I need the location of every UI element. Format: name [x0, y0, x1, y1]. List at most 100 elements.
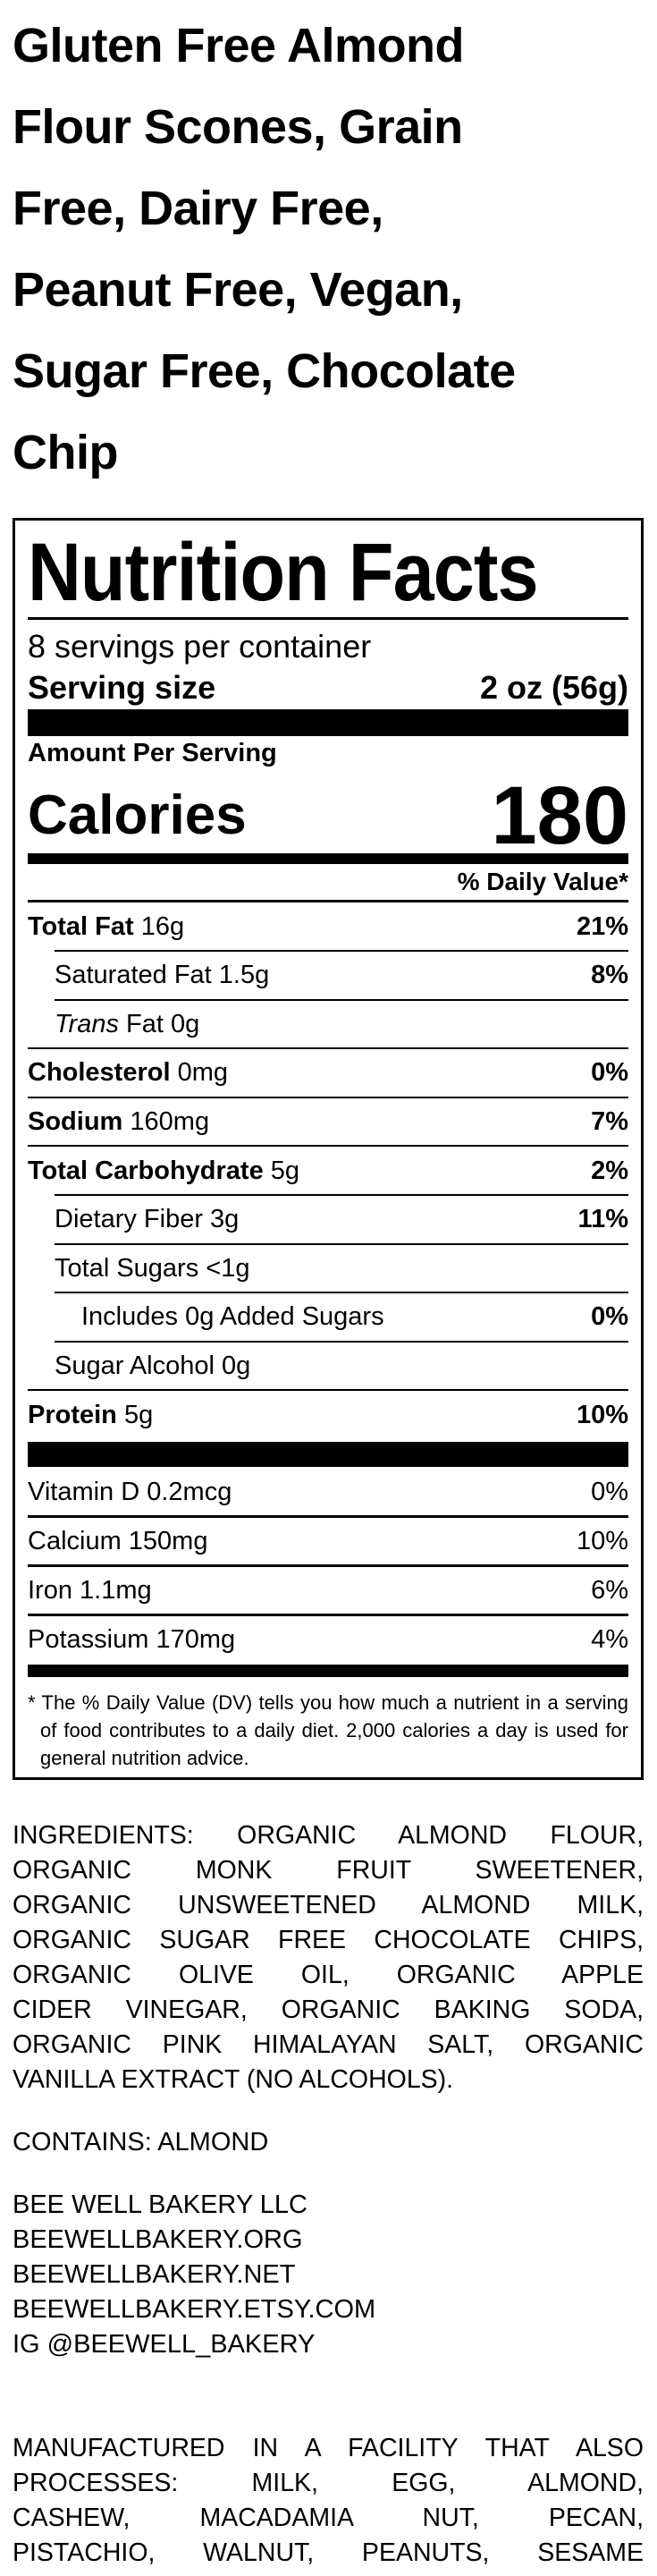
- ingredients-line: INGREDIENTS: ORGANIC ALMOND FLOUR,: [13, 1821, 644, 1850]
- title-line: Flour Scones, Grain: [13, 100, 463, 154]
- divider: [55, 998, 628, 1001]
- nutrient-row-trans: Trans Fat 0g: [28, 1001, 628, 1047]
- title-line: Sugar Free, Chocolate: [13, 344, 516, 398]
- nutrient-row-saturated-fat-1-5g: Saturated Fat 1.5g 8%: [28, 953, 628, 999]
- nutrient-amount: 5g: [123, 1400, 154, 1429]
- nutrient-label: Sodium: [28, 1106, 123, 1136]
- servings-per-container: 8 servings per container: [28, 628, 372, 665]
- nutrient-amount: Fat 0g: [126, 1009, 200, 1038]
- nutrient-label: Cholesterol: [28, 1058, 171, 1088]
- nutrient-label: Protein: [28, 1400, 117, 1429]
- allergen-contains: CONTAINS: ALMOND: [13, 2128, 269, 2157]
- facility-line: PROCESSES: MILK, EGG, ALMOND,: [13, 2469, 644, 2497]
- nutrient-label: Total Sugars <1g: [55, 1253, 250, 1283]
- nutrient-row-cholesterol: Cholesterol 0mg 0%: [28, 1050, 628, 1097]
- divider: [28, 900, 628, 902]
- nutrient-row-sodium: Sodium 160mg 7%: [28, 1098, 628, 1145]
- daily-value-percent: 4%: [591, 1624, 628, 1654]
- medium-divider: [28, 853, 628, 864]
- daily-value-footnote: * The % Daily Value (DV) tells you how m…: [28, 1691, 628, 1769]
- nutrient-label: Trans: [55, 1009, 119, 1038]
- daily-value-percent: 6%: [591, 1575, 628, 1605]
- nutrient-label: Dietary Fiber 3g: [55, 1205, 240, 1234]
- daily-value-percent: 7%: [591, 1106, 628, 1136]
- nutrient-row-includes-0g-added-sugars: Includes 0g Added Sugars 0%: [28, 1294, 628, 1341]
- divider: [55, 1242, 628, 1245]
- ingredients-line: ORGANIC SUGAR FREE CHOCOLATE CHIPS,: [13, 1926, 644, 1954]
- daily-value-percent: 0%: [591, 1302, 628, 1332]
- title-line: Peanut Free, Vegan,: [13, 263, 463, 317]
- divider: [28, 1515, 628, 1518]
- serving-size-row: Serving size 2 oz (56g): [28, 669, 628, 707]
- calories-value: 180: [491, 770, 629, 861]
- daily-value-percent: 0%: [591, 1477, 628, 1506]
- nutrient-label: Saturated Fat 1.5g: [55, 961, 270, 990]
- nutrient-amount: 0mg: [177, 1058, 229, 1088]
- serving-size-label: Serving size: [28, 669, 216, 706]
- website-link[interactable]: BEEWELLBAKERY.ORG: [13, 2225, 303, 2254]
- etsy-link[interactable]: BEEWELLBAKERY.ETSY.COM: [13, 2295, 376, 2324]
- vitamin-row-calcium-150mg: Calcium 150mg 10%: [28, 1518, 628, 1564]
- nutrient-amount: 160mg: [130, 1106, 210, 1136]
- ingredients-line: ORGANIC PINK HIMALAYAN SALT, ORGANIC: [13, 2030, 644, 2059]
- divider: [28, 1614, 628, 1616]
- daily-value-percent: 10%: [576, 1400, 628, 1429]
- vitamin-row-potassium-170mg: Potassium 170mg 4%: [28, 1616, 628, 1663]
- nutrient-amount: 16g: [140, 911, 185, 941]
- vitamin-label: Calcium 150mg: [28, 1526, 208, 1555]
- nutrient-row-dietary-fiber-3g: Dietary Fiber 3g 11%: [28, 1197, 628, 1243]
- company-name: BEE WELL BAKERY LLC: [13, 2190, 307, 2219]
- facility-line: MANUFACTURED IN A FACILITY THAT ALSO: [13, 2434, 644, 2462]
- daily-value-percent: 10%: [576, 1526, 628, 1555]
- daily-value-header: % Daily Value*: [457, 868, 628, 895]
- vitamin-label: Vitamin D 0.2mcg: [28, 1477, 232, 1506]
- title-line: Free, Dairy Free,: [13, 182, 383, 235]
- nutrient-row-total-sugars-1g: Total Sugars <1g: [28, 1245, 628, 1292]
- thick-divider: [28, 1442, 628, 1467]
- divider: [28, 1389, 628, 1392]
- facility-statement: MANUFACTURED IN A FACILITY THAT ALSO PRO…: [13, 2431, 644, 2571]
- nutrient-row-protein: Protein 5g 10%: [28, 1392, 628, 1438]
- title-line: Gluten Free Almond: [13, 19, 465, 72]
- daily-value-percent: 21%: [576, 911, 628, 941]
- ingredients-line: VANILLA EXTRACT (NO ALCOHOLS).: [13, 2065, 454, 2094]
- divider: [28, 1564, 628, 1567]
- nutrition-facts-heading: Nutrition Facts: [28, 527, 539, 618]
- instagram-handle[interactable]: IG @BEEWELL_BAKERY: [13, 2330, 316, 2359]
- divider: [55, 950, 628, 952]
- divider: [28, 1047, 628, 1050]
- title-line: Chip: [13, 426, 118, 479]
- facility-line: PISTACHIO, WALNUT, PEANUTS, SESAME: [13, 2538, 644, 2567]
- ingredients: INGREDIENTS: ORGANIC ALMOND FLOUR, ORGAN…: [13, 1818, 644, 2097]
- product-title: Gluten Free Almond Flour Scones, Grain F…: [13, 5, 638, 494]
- ingredients-line: ORGANIC UNSWEETENED ALMOND MILK,: [13, 1891, 644, 1919]
- vitamin-row-vitamin-d-0-2mcg: Vitamin D 0.2mcg 0%: [28, 1469, 628, 1515]
- company-info: BEE WELL BAKERY LLC BEEWELLBAKERY.ORG BE…: [13, 2188, 644, 2362]
- divider: [55, 1292, 628, 1294]
- vitamin-label: Potassium 170mg: [28, 1624, 236, 1654]
- website-link[interactable]: BEEWELLBAKERY.NET: [13, 2260, 296, 2289]
- calories-row: Calories 180: [28, 770, 629, 861]
- daily-value-percent: 2%: [591, 1156, 628, 1185]
- serving-size-value: 2 oz (56g): [479, 669, 628, 706]
- nutrient-row-total-fat: Total Fat 16g 21%: [28, 903, 628, 950]
- daily-value-percent: 11%: [577, 1205, 628, 1234]
- divider: [28, 1096, 628, 1098]
- calories-label: Calories: [28, 784, 247, 846]
- nutrient-label: Total Carbohydrate: [28, 1156, 264, 1185]
- daily-value-percent: 8%: [591, 961, 628, 990]
- facility-line: CASHEW, MACADAMIA NUT, PECAN,: [13, 2504, 644, 2532]
- nutrient-label: Sugar Alcohol 0g: [55, 1351, 251, 1380]
- nutrition-facts-label: Nutrition Facts 8 servings per container…: [13, 518, 644, 1780]
- divider: [28, 1145, 628, 1148]
- thick-divider: [28, 709, 628, 736]
- ingredients-line: ORGANIC OLIVE OIL, ORGANIC APPLE: [13, 1961, 644, 1989]
- daily-value-percent: 0%: [591, 1058, 628, 1088]
- vitamin-label: Iron 1.1mg: [28, 1575, 152, 1605]
- divider: [55, 1340, 628, 1343]
- nutrient-amount: 5g: [270, 1156, 300, 1185]
- ingredients-line: CIDER VINEGAR, ORGANIC BAKING SODA,: [13, 1996, 644, 2024]
- nutrient-label: Includes 0g Added Sugars: [81, 1302, 384, 1332]
- nutrient-row-total-carbohydrate: Total Carbohydrate 5g 2%: [28, 1148, 628, 1194]
- medium-divider: [28, 1665, 628, 1677]
